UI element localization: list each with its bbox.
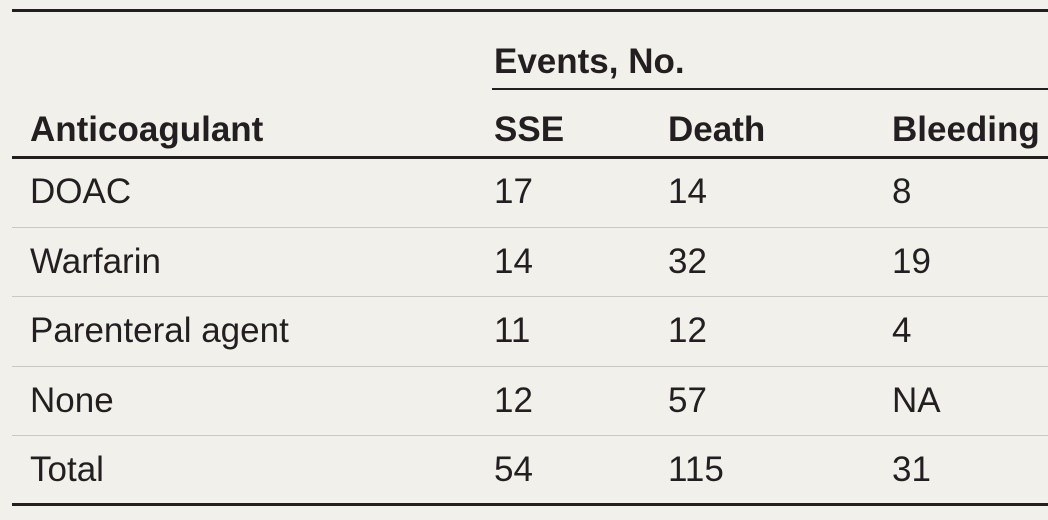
cell-value: NA bbox=[892, 381, 941, 420]
bottom-rule bbox=[12, 503, 1048, 506]
row-separator bbox=[12, 227, 1048, 228]
row-separator bbox=[12, 435, 1048, 436]
column-header: Anticoagulant bbox=[30, 110, 264, 149]
cell-value: 57 bbox=[668, 381, 707, 420]
cell-value: 8 bbox=[892, 172, 912, 211]
row-separator bbox=[12, 296, 1048, 297]
top-rule bbox=[12, 9, 1048, 12]
cell-value: 12 bbox=[494, 381, 533, 420]
cell-value: 115 bbox=[668, 450, 724, 489]
cell-value: 14 bbox=[668, 172, 707, 211]
group-header: Events, No. bbox=[494, 42, 685, 81]
header-rule bbox=[12, 156, 1048, 159]
row-label: Parenteral agent bbox=[30, 311, 289, 350]
row-label: None bbox=[30, 381, 114, 420]
cell-value: 31 bbox=[892, 450, 931, 489]
row-label: DOAC bbox=[30, 172, 132, 211]
cell-value: 54 bbox=[494, 450, 533, 489]
column-header: SSE bbox=[494, 110, 565, 149]
column-header: Bleeding e bbox=[892, 110, 1048, 149]
group-rule bbox=[492, 88, 1048, 90]
cell-value: 11 bbox=[494, 311, 531, 350]
column-header: Death bbox=[668, 110, 766, 149]
cell-value: 32 bbox=[668, 242, 707, 281]
cell-value: 19 bbox=[892, 242, 931, 281]
cell-value: 14 bbox=[494, 242, 533, 281]
row-label: Total bbox=[30, 450, 104, 489]
cell-value: 12 bbox=[668, 311, 707, 350]
row-separator bbox=[12, 366, 1048, 367]
row-label: Warfarin bbox=[30, 242, 161, 281]
cell-value: 17 bbox=[494, 172, 533, 211]
cell-value: 4 bbox=[892, 311, 912, 350]
